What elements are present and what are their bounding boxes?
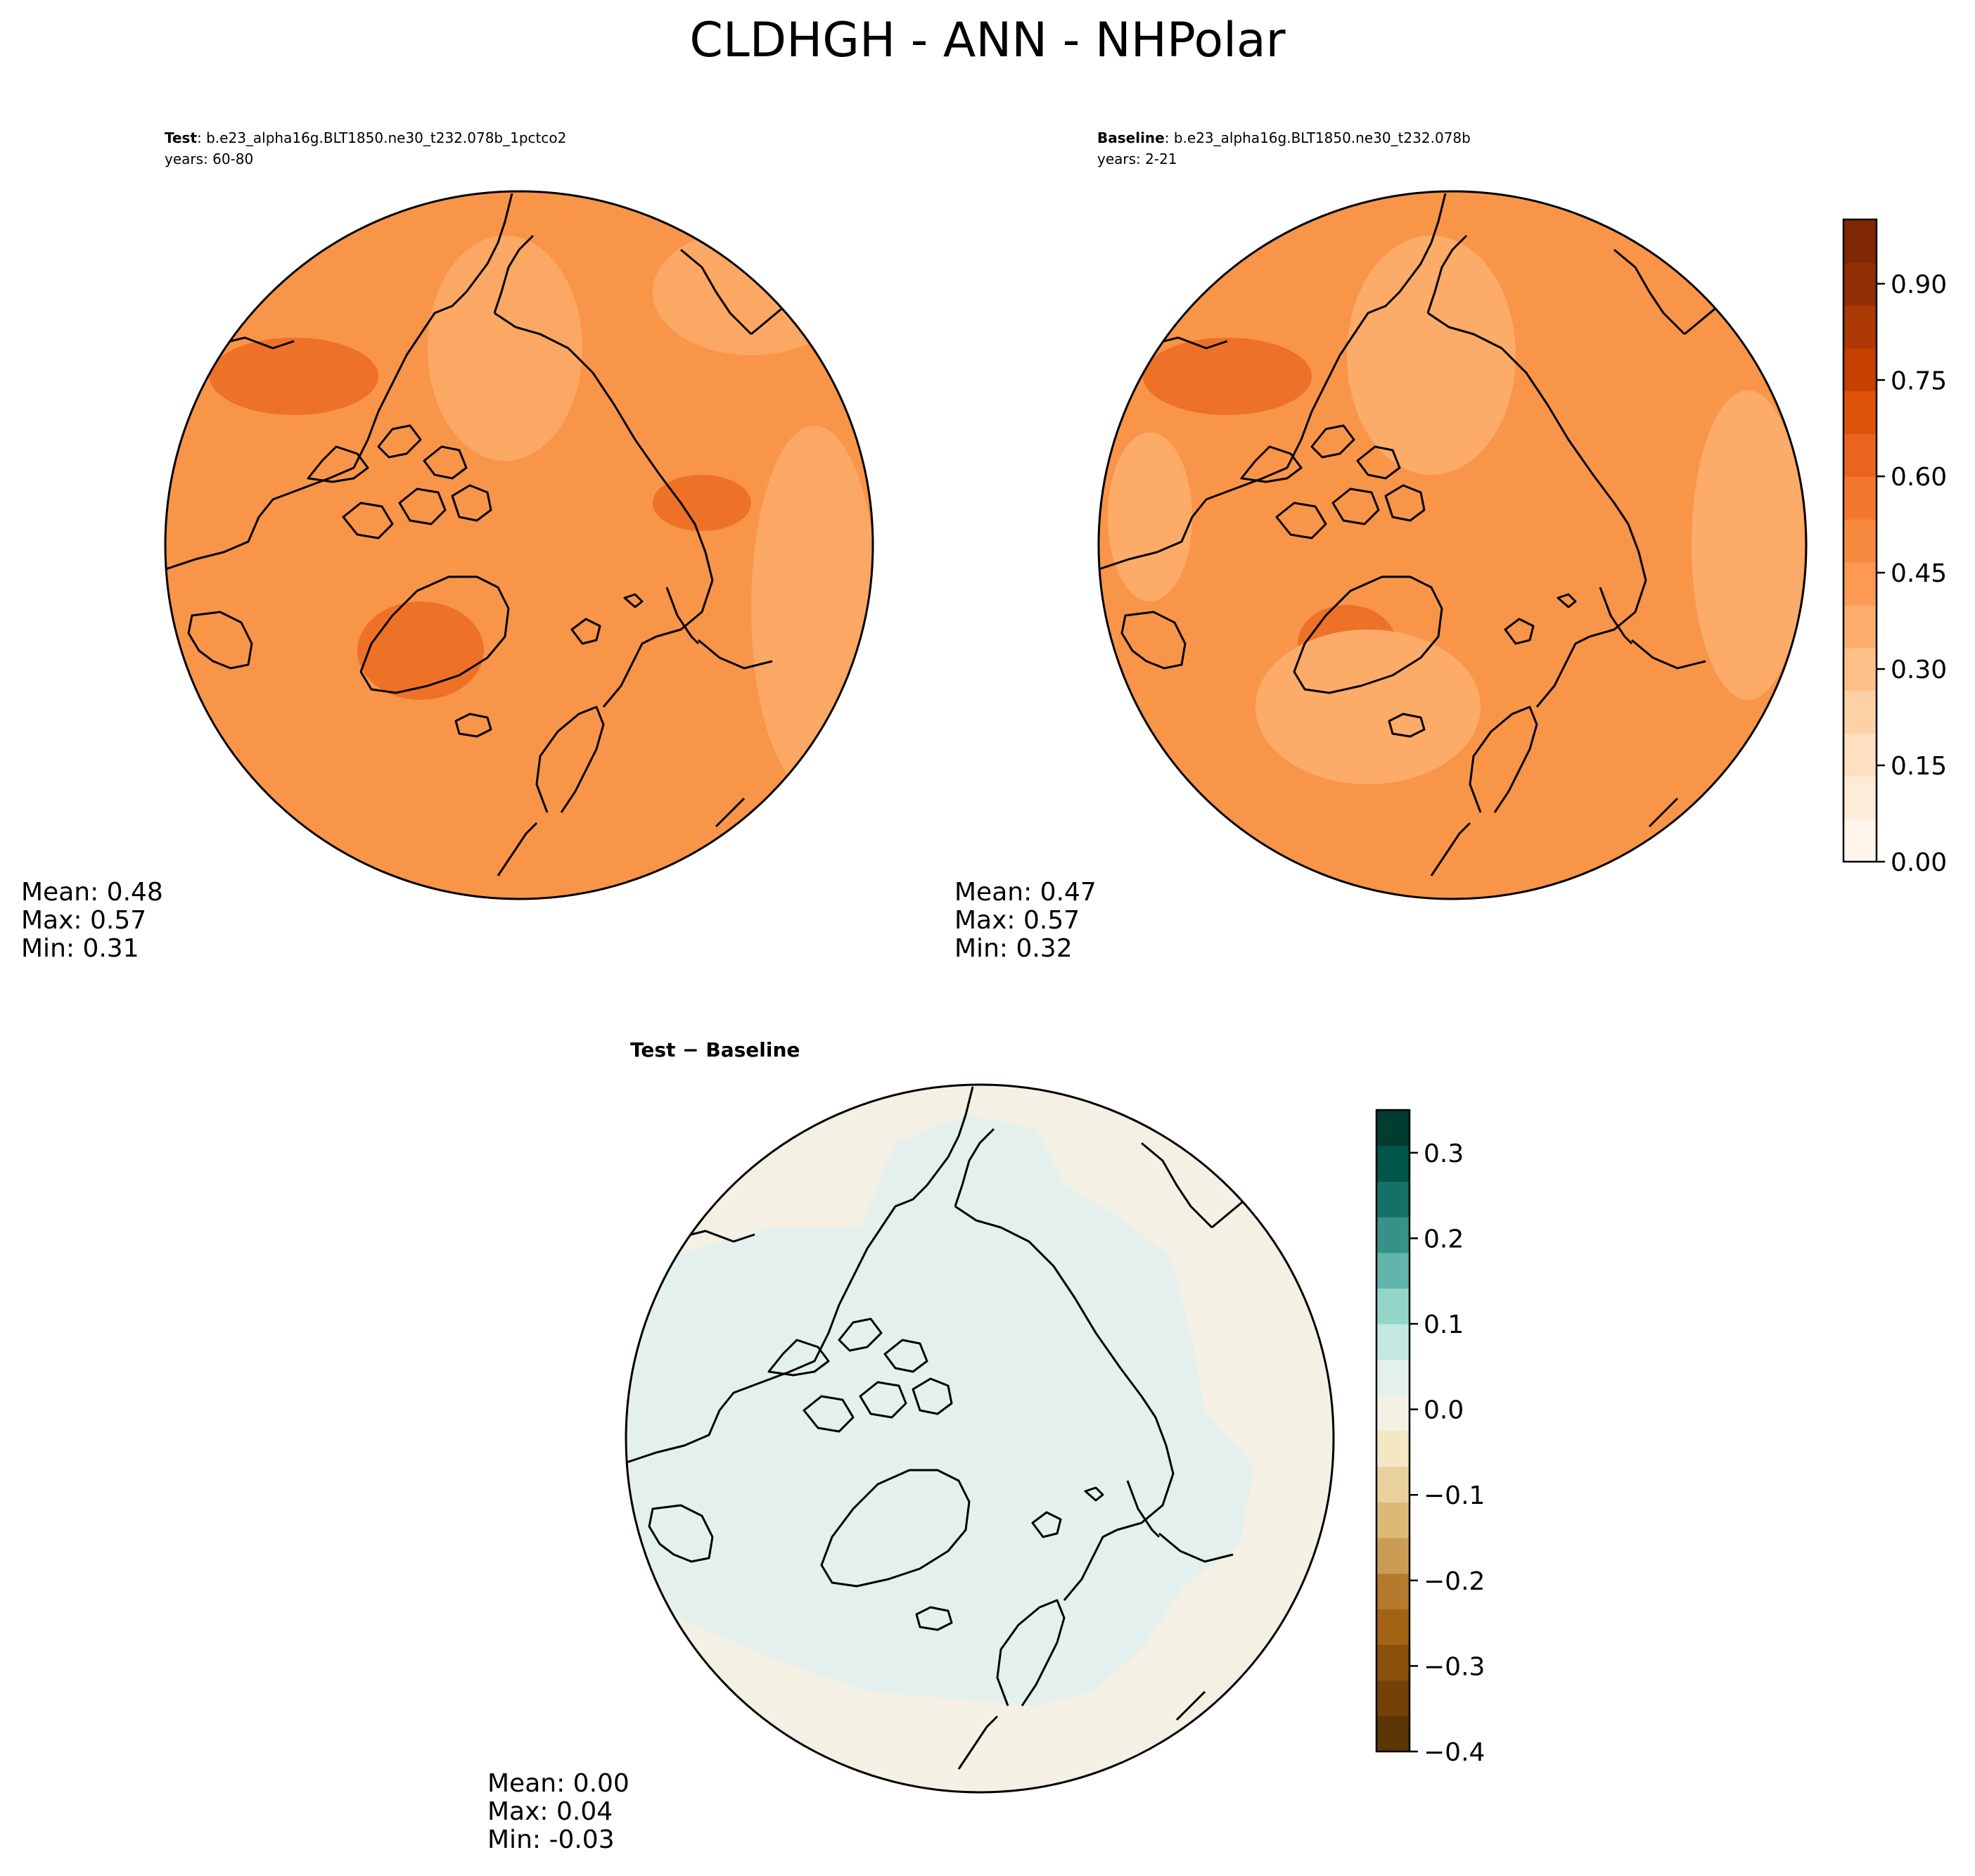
test-stat-min: Min: 0.31 bbox=[21, 934, 139, 963]
test-stat-mean: Mean: 0.48 bbox=[21, 878, 163, 907]
colorbar-diff-tick-label: 0.0 bbox=[1424, 1396, 1464, 1425]
diff-map bbox=[626, 1085, 1334, 1792]
baseline-years: years: 2-21 bbox=[1097, 151, 1177, 167]
colorbar-diff-swatch bbox=[1376, 1645, 1410, 1681]
baseline-map-boundary bbox=[1097, 190, 1808, 900]
diff-case-label: Test − Baseline bbox=[630, 1038, 800, 1061]
svg-text:Baseline: b.e23_alpha16g.BLT18: Baseline: b.e23_alpha16g.BLT1850.ne30_t2… bbox=[1097, 129, 1471, 146]
colorbar-main-swatch bbox=[1843, 305, 1877, 349]
colorbar-diff-tick-label: 0.2 bbox=[1424, 1225, 1464, 1253]
colorbar-diff-swatch bbox=[1376, 1431, 1410, 1467]
colorbar-main-swatch bbox=[1843, 433, 1877, 477]
colorbar-diff-tick-label: 0.3 bbox=[1424, 1140, 1464, 1168]
diff-panel: Test − Baseline Mean: 0.00 Max: 0.04 Min… bbox=[487, 1038, 1335, 1854]
colorbar-diff-swatch bbox=[1376, 1288, 1410, 1325]
colorbar-main-swatch bbox=[1843, 476, 1877, 520]
colorbar-main-swatch bbox=[1843, 262, 1877, 306]
figure-title: CLDHGH - ANN - NHPolar bbox=[689, 13, 1285, 68]
colorbar-diff-tick-label: −0.4 bbox=[1424, 1738, 1485, 1767]
colorbar-main-tick-label: 0.60 bbox=[1891, 463, 1947, 492]
colorbar-diff-swatch bbox=[1376, 1716, 1410, 1752]
colorbar-diff-swatch bbox=[1376, 1680, 1410, 1716]
colorbar-diff-swatch bbox=[1376, 1181, 1410, 1218]
colorbar-diff-tick-label: −0.1 bbox=[1424, 1481, 1485, 1510]
colorbar-diff-swatch bbox=[1376, 1145, 1410, 1182]
colorbar-diff-swatch bbox=[1376, 1110, 1410, 1147]
test-field-patch bbox=[653, 229, 850, 355]
baseline-stat-mean: Mean: 0.47 bbox=[954, 878, 1097, 907]
test-map-boundary bbox=[164, 190, 874, 900]
colorbar-diff: −0.4 −0.3 −0.2 −0.1 0.0 0.1 0.2 0.3 bbox=[1375, 1109, 1485, 1767]
test-years: years: 60-80 bbox=[165, 151, 253, 167]
colorbar-diff-tick-label: −0.2 bbox=[1424, 1567, 1485, 1596]
test-case-name: : b.e23_alpha16g.BLT1850.ne30_t232.078b_… bbox=[197, 129, 566, 146]
baseline-field-patch bbox=[1692, 390, 1804, 700]
baseline-case-label: Baseline bbox=[1097, 129, 1165, 146]
diff-map-boundary bbox=[625, 1083, 1335, 1794]
colorbar-main-swatch bbox=[1843, 519, 1877, 563]
baseline-field-patch bbox=[1347, 236, 1516, 475]
colorbar-diff-swatch bbox=[1376, 1324, 1410, 1360]
colorbar-diff-tick-label: −0.3 bbox=[1424, 1652, 1485, 1681]
colorbar-diff-swatch bbox=[1376, 1609, 1410, 1645]
colorbar-main-swatch bbox=[1843, 561, 1877, 606]
colorbar-main-tick-label: 0.30 bbox=[1891, 656, 1947, 684]
baseline-panel: Baseline: b.e23_alpha16g.BLT1850.ne30_t2… bbox=[954, 129, 1808, 963]
test-field-patch bbox=[210, 338, 378, 415]
colorbar-diff-swatch bbox=[1376, 1252, 1410, 1289]
test-stat-max: Max: 0.57 bbox=[21, 906, 146, 935]
test-field-patch bbox=[428, 236, 582, 461]
colorbar-diff-swatch bbox=[1376, 1217, 1410, 1253]
diff-stat-min: Min: -0.03 bbox=[487, 1825, 615, 1854]
colorbar-diff-swatch bbox=[1376, 1538, 1410, 1574]
colorbar-main: 0.00 0.15 0.30 0.45 0.60 0.75 0.90 bbox=[1842, 218, 1947, 877]
colorbar-main-swatch bbox=[1843, 776, 1877, 819]
colorbar-main-swatch bbox=[1843, 819, 1877, 862]
test-field-patch bbox=[357, 601, 484, 700]
colorbar-diff-swatch bbox=[1376, 1395, 1410, 1431]
diff-positive-region bbox=[626, 1115, 1254, 1706]
colorbar-main-swatch bbox=[1843, 604, 1877, 649]
test-case-label: Test bbox=[165, 129, 197, 146]
diff-stat-max: Max: 0.04 bbox=[487, 1797, 613, 1826]
colorbar-main-tick-label: 0.45 bbox=[1891, 559, 1947, 588]
colorbar-diff-swatch bbox=[1376, 1359, 1410, 1396]
colorbar-diff-swatch bbox=[1376, 1466, 1410, 1502]
colorbar-main-tick-label: 0.90 bbox=[1891, 270, 1947, 299]
colorbar-main-swatch bbox=[1843, 347, 1877, 392]
colorbar-diff-swatch bbox=[1376, 1502, 1410, 1538]
baseline-stat-min: Min: 0.32 bbox=[954, 934, 1073, 963]
baseline-map bbox=[1099, 191, 1806, 899]
colorbar-main-frame bbox=[1842, 218, 1878, 863]
baseline-stat-max: Max: 0.57 bbox=[954, 906, 1080, 935]
baseline-field-patch bbox=[1255, 630, 1481, 784]
baseline-field-patch bbox=[1143, 338, 1312, 415]
colorbar-diff-tick-label: 0.1 bbox=[1424, 1310, 1464, 1339]
colorbar-main-tick-label: 0.15 bbox=[1891, 752, 1947, 781]
test-field-patch bbox=[653, 475, 751, 531]
colorbar-main-swatch bbox=[1843, 690, 1877, 734]
colorbar-main-swatch bbox=[1843, 390, 1877, 434]
colorbar-main-swatch bbox=[1843, 219, 1877, 263]
colorbar-diff-frame bbox=[1375, 1109, 1411, 1753]
test-panel: Test: b.e23_alpha16g.BLT1850.ne30_t232.0… bbox=[21, 129, 874, 963]
baseline-case-name: : b.e23_alpha16g.BLT1850.ne30_t232.078b bbox=[1165, 129, 1471, 146]
svg-text:Test: b.e23_alpha16g.BLT1850.n: Test: b.e23_alpha16g.BLT1850.ne30_t232.0… bbox=[165, 129, 566, 146]
test-field-patch bbox=[751, 426, 873, 791]
colorbar-main-tick-label: 0.75 bbox=[1891, 366, 1947, 395]
colorbar-main-swatch bbox=[1843, 733, 1877, 777]
colorbar-main-swatch bbox=[1843, 647, 1877, 691]
diff-stat-mean: Mean: 0.00 bbox=[487, 1769, 629, 1798]
colorbar-main-tick-label: 0.00 bbox=[1891, 848, 1947, 877]
colorbar-diff-swatch bbox=[1376, 1573, 1410, 1609]
baseline-field-patch bbox=[1108, 433, 1192, 601]
